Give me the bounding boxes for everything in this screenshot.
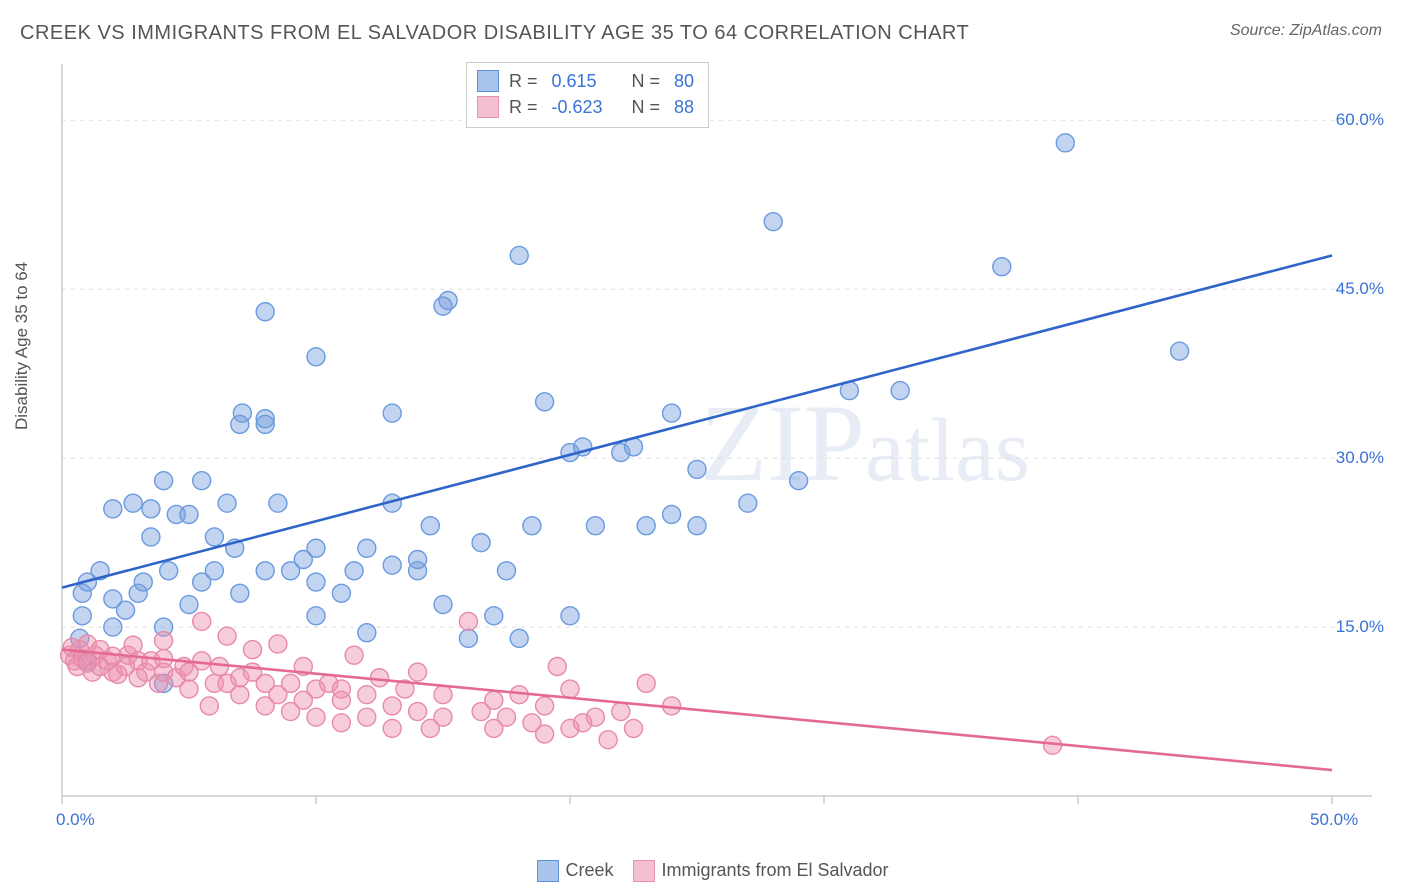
r-label: R = bbox=[509, 94, 538, 120]
source-attribution: Source: ZipAtlas.com bbox=[1230, 22, 1382, 40]
y-tick-label: 60.0% bbox=[1336, 110, 1384, 130]
scatter-chart bbox=[52, 56, 1382, 836]
series-legend: Creek Immigrants from El Salvador bbox=[0, 860, 1406, 882]
y-tick-label: 15.0% bbox=[1336, 617, 1384, 637]
swatch-icon bbox=[477, 70, 499, 92]
x-tick-label: 0.0% bbox=[56, 810, 95, 830]
y-axis-label: Disability Age 35 to 64 bbox=[12, 262, 32, 430]
swatch-icon bbox=[633, 860, 655, 882]
y-tick-label: 45.0% bbox=[1336, 279, 1384, 299]
legend-label: Creek bbox=[565, 860, 613, 880]
chart-title: CREEK VS IMMIGRANTS FROM EL SALVADOR DIS… bbox=[20, 22, 969, 45]
r-value: -0.623 bbox=[552, 94, 612, 120]
swatch-icon bbox=[537, 860, 559, 882]
y-tick-label: 30.0% bbox=[1336, 448, 1384, 468]
r-value: 0.615 bbox=[552, 68, 612, 94]
r-label: R = bbox=[509, 68, 538, 94]
n-value: 80 bbox=[674, 68, 694, 94]
n-label: N = bbox=[632, 94, 661, 120]
stat-row: R = -0.623 N = 88 bbox=[477, 94, 694, 120]
correlation-stats-box: R = 0.615 N = 80 R = -0.623 N = 88 bbox=[466, 62, 709, 128]
n-label: N = bbox=[632, 68, 661, 94]
x-tick-label: 50.0% bbox=[1310, 810, 1358, 830]
legend-label: Immigrants from El Salvador bbox=[661, 860, 888, 880]
swatch-icon bbox=[477, 96, 499, 118]
stat-row: R = 0.615 N = 80 bbox=[477, 68, 694, 94]
n-value: 88 bbox=[674, 94, 694, 120]
